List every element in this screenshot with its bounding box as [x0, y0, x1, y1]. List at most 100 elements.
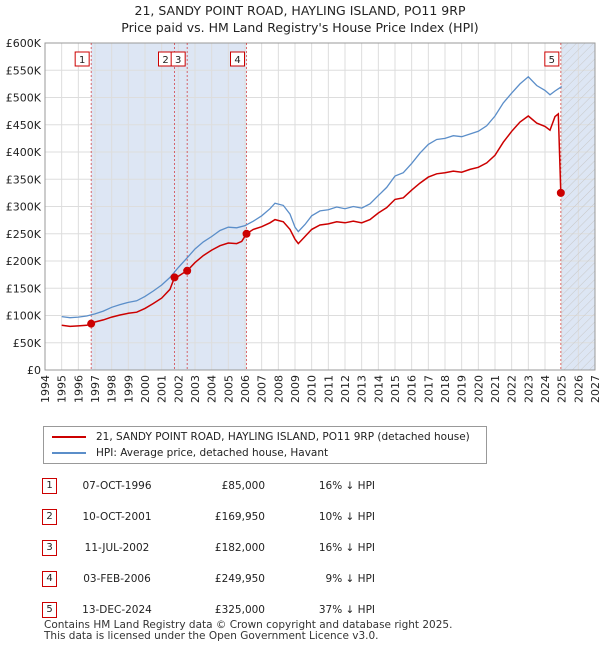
sale-point	[87, 319, 96, 328]
x-tick-label: 2002	[172, 375, 185, 403]
sale-date: 13-DEC-2024	[82, 603, 152, 616]
sale-label: 3	[175, 55, 181, 66]
table-row: 2 10-OCT-2001 £169,950 10% ↓ HPI	[42, 501, 375, 532]
sale-number: 2	[42, 508, 57, 525]
y-tick-label: £250K	[6, 228, 42, 241]
legend-item-price: 21, SANDY POINT ROAD, HAYLING ISLAND, PO…	[52, 430, 470, 444]
y-tick-label: £450K	[6, 119, 42, 132]
y-tick-label: £550K	[6, 64, 42, 77]
legend-swatch-price	[52, 436, 86, 438]
legend: 21, SANDY POINT ROAD, HAYLING ISLAND, PO…	[43, 426, 487, 464]
x-tick-label: 2023	[522, 375, 535, 403]
y-tick-label: £100K	[6, 310, 42, 323]
sale-number: 4	[42, 570, 57, 587]
sale-point	[183, 266, 192, 275]
footer-copyright: Contains HM Land Registry data © Crown c…	[44, 619, 453, 631]
footer-licence: This data is licensed under the Open Gov…	[44, 630, 379, 642]
legend-label-hpi: HPI: Average price, detached house, Hava…	[96, 447, 329, 459]
chart-title: 21, SANDY POINT ROAD, HAYLING ISLAND, PO…	[134, 3, 466, 18]
plot-frame	[44, 42, 596, 371]
sale-hpi-diff: 16% ↓ HPI	[318, 479, 375, 492]
sale-number: 3	[42, 539, 57, 556]
x-tick-label: 2017	[422, 375, 435, 403]
future-hatch	[561, 43, 595, 370]
x-tick-label: 2003	[189, 375, 202, 403]
y-tick-label: £300K	[6, 201, 42, 214]
x-tick-label: 2000	[139, 375, 152, 403]
sale-hpi-diff: 16% ↓ HPI	[318, 541, 375, 554]
x-tick-label: 2007	[256, 375, 269, 403]
sales-table: 1 07-OCT-1996 £85,000 16% ↓ HPI 2 10-OCT…	[42, 470, 375, 625]
x-tick-label: 1997	[89, 375, 102, 403]
x-tick-label: 2012	[339, 375, 352, 403]
x-tick-label: 1996	[72, 375, 85, 403]
footer: Contains HM Land Registry data © Crown c…	[44, 620, 452, 642]
y-tick-label: £350K	[6, 173, 42, 186]
sale-label: 1	[79, 55, 85, 66]
sale-label: 2	[162, 55, 168, 66]
x-tick-label: 2011	[322, 375, 335, 403]
y-tick-label: £50K	[13, 337, 42, 350]
sale-label: 4	[234, 55, 240, 66]
sale-label-box	[230, 51, 245, 67]
x-tick-label: 2005	[222, 375, 235, 403]
chart-subtitle: Price paid vs. HM Land Registry's House …	[121, 20, 479, 35]
y-tick-label: £400K	[6, 146, 42, 159]
sale-price: £249,950	[214, 572, 265, 585]
legend-item-hpi: HPI: Average price, detached house, Hava…	[52, 446, 328, 460]
price-chart: £0 £50K £100K £150K £200K £250K £300K £350K £400…	[6, 37, 600, 403]
table-row: 5 13-DEC-2024 £325,000 37% ↓ HPI	[42, 594, 375, 625]
x-tick-label: 1998	[106, 375, 119, 403]
y-tick-label: £500K	[6, 92, 42, 105]
sale-price: £169,950	[214, 510, 265, 523]
x-tick-label: 2004	[206, 375, 219, 403]
x-tick-label: 2020	[472, 375, 485, 403]
sale-price: £182,000	[214, 541, 265, 554]
y-tick-label: £150K	[6, 282, 42, 295]
sale-label-box	[544, 51, 560, 67]
x-tick-label: 2018	[439, 375, 452, 403]
x-tick-label: 2026	[572, 375, 585, 403]
x-tick-label: 2024	[539, 375, 552, 403]
table-row: 1 07-OCT-1996 £85,000 16% ↓ HPI	[42, 470, 375, 501]
x-tick-label: 2025	[556, 375, 569, 403]
table-row: 4 03-FEB-2006 £249,950 9% ↓ HPI	[42, 563, 375, 594]
sale-hpi-diff: 10% ↓ HPI	[318, 510, 375, 523]
sale-point	[242, 229, 251, 238]
sale-hpi-diff: 37% ↓ HPI	[318, 603, 375, 616]
sale-date: 07-OCT-1996	[82, 479, 152, 492]
sale-label: 5	[549, 55, 555, 66]
sale-number: 1	[42, 477, 57, 494]
x-tick-label: 2021	[489, 375, 502, 403]
x-tick-label: 1999	[122, 375, 135, 403]
x-tick-label: 2015	[389, 375, 402, 403]
x-tick-label: 2009	[289, 375, 302, 403]
sale-point	[556, 188, 565, 197]
x-tick-label: 2016	[406, 375, 419, 403]
sale-date: 10-OCT-2001	[82, 510, 152, 523]
x-tick-label: 2022	[506, 375, 519, 403]
x-tick-label: 2013	[356, 375, 369, 403]
hpi-line	[61, 75, 563, 319]
sale-point	[170, 273, 179, 282]
legend-label-price: 21, SANDY POINT ROAD, HAYLING ISLAND, PO…	[96, 431, 470, 443]
price-line	[61, 112, 562, 328]
sale-number: 5	[42, 601, 57, 618]
sale-date: 03-FEB-2006	[83, 572, 151, 585]
y-tick-label: £600K	[6, 37, 42, 50]
x-tick-label: 2014	[372, 375, 385, 403]
x-tick-label: 1995	[56, 375, 69, 403]
x-tick-label: 2027	[589, 375, 600, 403]
sale-hpi-diff: 9% ↓ HPI	[325, 572, 375, 585]
x-tick-label: 2010	[306, 375, 319, 403]
x-tick-label: 2019	[456, 375, 469, 403]
sale-price: £325,000	[214, 603, 265, 616]
sale-label-box	[74, 51, 90, 67]
sale-label-box	[170, 51, 186, 67]
y-tick-label: £0	[27, 364, 41, 377]
y-tick-label: £200K	[6, 255, 42, 268]
legend-swatch-hpi	[52, 452, 86, 454]
sale-date: 11-JUL-2002	[84, 541, 150, 554]
x-tick-label: 2001	[156, 375, 169, 403]
x-tick-label: 2006	[239, 375, 252, 403]
